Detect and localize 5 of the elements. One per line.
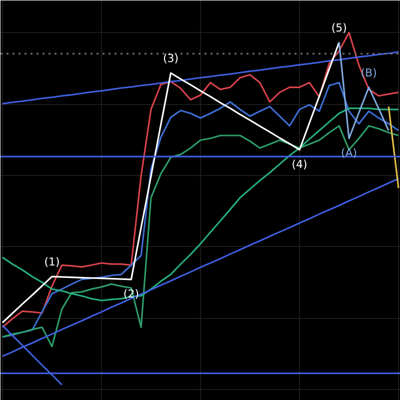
annotation: (1) [44, 256, 60, 269]
annotation: (3) [163, 52, 179, 65]
annotation: (A) [340, 146, 358, 160]
annotation: (4) [292, 158, 308, 171]
annotation: (5) [331, 21, 347, 34]
